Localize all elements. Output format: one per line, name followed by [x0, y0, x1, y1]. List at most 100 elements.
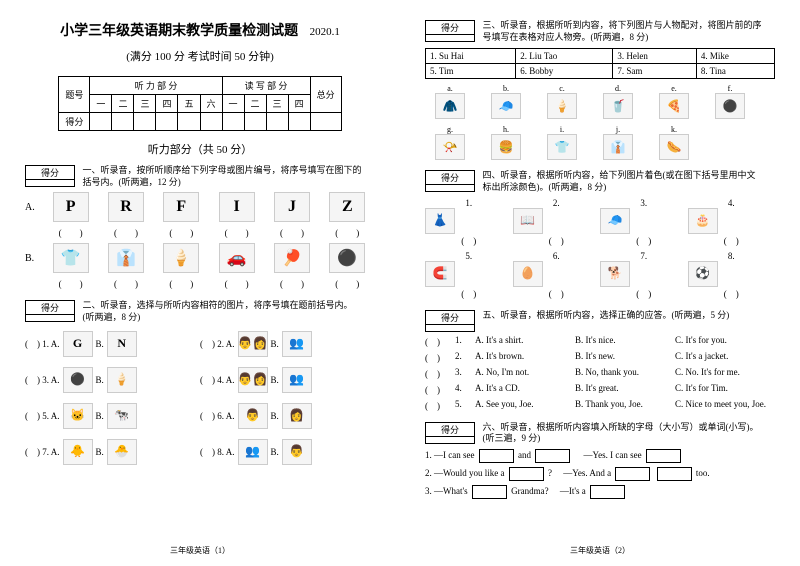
- pic-icon: 🍦: [547, 93, 577, 119]
- blank[interactable]: [472, 485, 507, 499]
- t: ?: [548, 468, 552, 478]
- cell[interactable]: [178, 113, 200, 131]
- icon-label: d.: [615, 84, 621, 93]
- name-cell[interactable]: 5. Tim: [426, 64, 516, 79]
- section-3: 三、听录音，根据所听到内容，将下列图片与人物配对，将图片前的序号填写在表格对应人…: [425, 20, 775, 160]
- blank[interactable]: [590, 485, 625, 499]
- c: 三: [266, 95, 288, 113]
- paren[interactable]: ( ): [425, 399, 455, 412]
- paren[interactable]: ( ): [425, 335, 455, 348]
- paren[interactable]: ( ): [425, 351, 455, 364]
- score-box[interactable]: [425, 170, 475, 192]
- pic-icon: 🐄: [107, 403, 137, 429]
- t: too.: [696, 468, 710, 478]
- name-cell[interactable]: 4. Mike: [696, 49, 774, 64]
- score-box[interactable]: [25, 300, 75, 322]
- pic-icon: 👕: [53, 243, 89, 273]
- pic-icon: 🐥: [63, 439, 93, 465]
- title-text: 小学三年级英语期末教学质量检测试题: [60, 24, 298, 39]
- paren[interactable]: ( ): [163, 226, 199, 239]
- blank[interactable]: [657, 467, 692, 481]
- t: Grandma?: [511, 486, 548, 496]
- paren[interactable]: ( ): [219, 226, 255, 239]
- q5-instr: 五、听录音，根据所听内容，选择正确的应答。(听两遍，5 分): [483, 310, 763, 322]
- paren[interactable]: ( ): [425, 383, 455, 396]
- paren[interactable]: ( ): [274, 226, 310, 239]
- t: —It's a: [560, 486, 586, 496]
- q4-instr: 四、听录音，根据所听内容，给下列图片着色(或在图下括号里用中文标出所涂颜色)。(…: [483, 170, 763, 193]
- letter-icon: R: [108, 192, 144, 222]
- t: 3. —What's: [425, 486, 468, 496]
- q6-r2: 2. —Would you like a ? —Yes. And a too.: [425, 467, 775, 481]
- pic-icon: 👨‍👩: [238, 367, 268, 393]
- pic-icon: 🥤: [603, 93, 633, 119]
- paren[interactable]: ( ): [108, 277, 144, 290]
- icon-label: b.: [503, 84, 509, 93]
- page-left: 小学三年级英语期末教学质量检测试题 2020.1 (满分 100 分 考试时间 …: [0, 0, 400, 566]
- pic-icon: N: [107, 331, 137, 357]
- name-cell[interactable]: 6. Bobby: [516, 64, 613, 79]
- paren[interactable]: ( ): [53, 277, 89, 290]
- name-cell[interactable]: 3. Helen: [613, 49, 696, 64]
- c: 四: [156, 95, 178, 113]
- c: 二: [244, 95, 266, 113]
- cell[interactable]: [288, 113, 310, 131]
- cell[interactable]: [112, 113, 134, 131]
- blank[interactable]: [479, 449, 514, 463]
- cell[interactable]: [156, 113, 178, 131]
- c: 一: [222, 95, 244, 113]
- cell[interactable]: [134, 113, 156, 131]
- cell[interactable]: [266, 113, 288, 131]
- paren[interactable]: ( ): [329, 277, 365, 290]
- pic-icon: 🧲: [425, 261, 455, 287]
- score-box[interactable]: [425, 310, 475, 332]
- blank[interactable]: [615, 467, 650, 481]
- section-4: 四、听录音，根据所听内容，给下列图片着色(或在图下括号里用中文标出所涂颜色)。(…: [425, 170, 775, 299]
- pic-icon: ⚫: [329, 243, 365, 273]
- cell[interactable]: [310, 113, 341, 131]
- icon-label: c.: [559, 84, 565, 93]
- page-right: 三、听录音，根据所听到内容，将下列图片与人物配对，将图片前的序号填写在表格对应人…: [400, 0, 800, 566]
- blank[interactable]: [646, 449, 681, 463]
- pic-icon: 👔: [603, 134, 633, 160]
- title-date: 2020.1: [310, 26, 340, 38]
- pic-icon: ⚽: [688, 261, 718, 287]
- pic-icon: 🐕: [600, 261, 630, 287]
- q1-instr: 一、听录音，按所听顺序给下列字母或图片编号，将序号填写在图下的括号内。(听两遍，…: [83, 165, 363, 188]
- pic-icon: 👥: [282, 367, 312, 393]
- pic-icon: 👕: [547, 134, 577, 160]
- paren[interactable]: ( ): [163, 277, 199, 290]
- paren[interactable]: ( ): [425, 367, 455, 380]
- name-cell[interactable]: 8. Tina: [696, 64, 774, 79]
- th-write: 读 写 部 分: [222, 77, 310, 95]
- pic-icon: 🐣: [107, 439, 137, 465]
- pic-icon: ⚫: [715, 93, 745, 119]
- cell[interactable]: [222, 113, 244, 131]
- name-cell[interactable]: 2. Liu Tao: [516, 49, 613, 64]
- q4-row2: 5.🧲( )6.🥚( )7.🐕( )8.⚽( ): [425, 251, 775, 300]
- blank[interactable]: [509, 467, 544, 481]
- cell[interactable]: [244, 113, 266, 131]
- name-cell[interactable]: 1. Su Hai: [426, 49, 516, 64]
- name-cell[interactable]: 7. Sam: [613, 64, 696, 79]
- paren[interactable]: ( ): [274, 277, 310, 290]
- score-box[interactable]: [425, 20, 475, 42]
- icon-label: i.: [560, 125, 564, 134]
- score-box[interactable]: [425, 422, 475, 444]
- blank[interactable]: [535, 449, 570, 463]
- q1-row-a: P R F I J Z: [43, 192, 375, 222]
- paren[interactable]: ( ): [219, 277, 255, 290]
- th-total: 总分: [310, 77, 341, 113]
- c: 六: [200, 95, 222, 113]
- q6-instr: 六、听录音，根据所听内容填入所缺的字母（大小写）或单词(小写)。(听三遍，9 分…: [483, 422, 763, 445]
- paren[interactable]: ( ): [329, 226, 365, 239]
- row-a-label: A.: [25, 202, 43, 213]
- cell[interactable]: [90, 113, 112, 131]
- score-box[interactable]: [25, 165, 75, 187]
- pic-icon: 🧥: [435, 93, 465, 119]
- q2-instr: 二、听录音，选择与所听内容相符的图片，将序号填在题前括号内。(听两遍，8 分): [83, 300, 363, 323]
- paren[interactable]: ( ): [53, 226, 89, 239]
- cell[interactable]: [200, 113, 222, 131]
- paren[interactable]: ( ): [108, 226, 144, 239]
- pic-icon: 🍕: [659, 93, 689, 119]
